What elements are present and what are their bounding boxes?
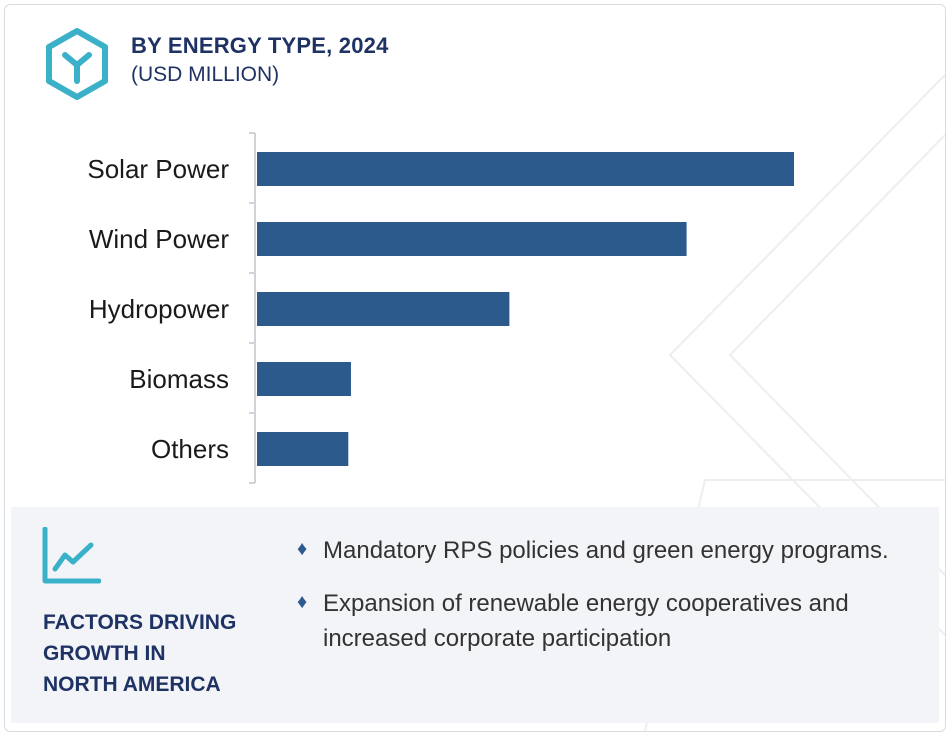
factor-text: Expansion of renewable energy cooperativ… <box>323 590 849 652</box>
hexagon-y-logo-icon <box>46 28 108 100</box>
factors-title: FACTORS DRIVING GROWTH IN NORTH AMERICA <box>43 611 237 696</box>
diamond-bullet-icon: ♦ <box>297 591 308 613</box>
bar-chart: Solar Power Wind Power Hydropower Biomass Ot… <box>87 132 794 484</box>
category-label: Wind Power <box>89 224 229 254</box>
bar-solar-power <box>257 152 794 186</box>
chart-title: BY ENERGY TYPE, 2024 <box>131 33 389 58</box>
factors-list: ♦ Mandatory RPS policies and green energ… <box>293 533 913 674</box>
category-label: Hydropower <box>89 294 230 324</box>
infographic-card: BY ENERGY TYPE, 2024 (USD MILLION) Solar… <box>4 4 946 732</box>
bar-others <box>257 432 349 466</box>
chart-subtitle: (USD MILLION) <box>131 63 280 86</box>
bar-biomass <box>257 362 351 396</box>
bar-hydropower <box>257 292 510 326</box>
factor-text: Mandatory RPS policies and green energy … <box>323 537 889 564</box>
bar-wind-power <box>257 222 687 256</box>
diamond-bullet-icon: ♦ <box>297 538 308 560</box>
trend-line-chart-icon <box>42 527 101 584</box>
category-label: Biomass <box>129 364 229 394</box>
factor-item: ♦ Expansion of renewable energy cooperat… <box>293 586 913 656</box>
category-label: Solar Power <box>87 154 229 184</box>
factors-panel: FACTORS DRIVING GROWTH IN NORTH AMERICA … <box>11 507 939 723</box>
category-label: Others <box>151 434 229 464</box>
factor-item: ♦ Mandatory RPS policies and green energ… <box>293 533 913 568</box>
